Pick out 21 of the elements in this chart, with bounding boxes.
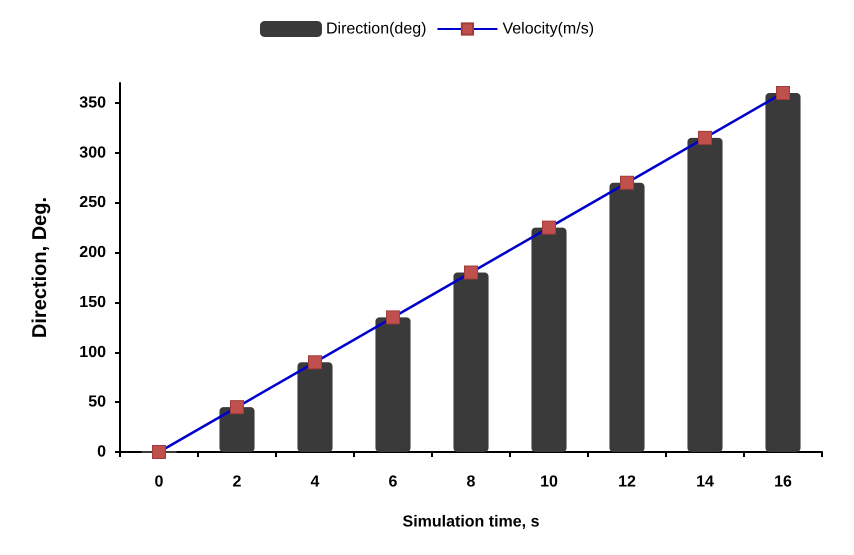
y-tick-label: 50	[88, 394, 106, 411]
y-axis-title: Direction, Deg.	[29, 196, 51, 338]
y-tick-label: 0	[97, 444, 106, 460]
x-axis-title: Simulation time, s	[402, 514, 540, 530]
y-tick-label: 300	[79, 144, 106, 162]
x-tick-label: 16	[774, 474, 792, 490]
legend-label: Velocity(m/s)	[502, 20, 594, 38]
y-tick-label: 150	[79, 294, 106, 311]
x-tick-label: 8	[466, 474, 476, 490]
y-tick-label: 250	[79, 194, 106, 212]
x-tick-label: 10	[540, 474, 558, 490]
x-tick-label: 12	[618, 474, 636, 490]
y-tick-label: 200	[79, 244, 106, 262]
x-tick-label: 0	[154, 474, 164, 490]
x-tick-label: 14	[696, 474, 714, 490]
y-tick-label: 100	[79, 344, 106, 361]
x-tick-label: 4	[310, 474, 320, 490]
x-tick-label: 2	[232, 474, 242, 490]
x-tick-label: 6	[388, 474, 398, 490]
y-tick-label: 350	[79, 94, 106, 112]
legend-label: Direction(deg)	[326, 20, 426, 38]
